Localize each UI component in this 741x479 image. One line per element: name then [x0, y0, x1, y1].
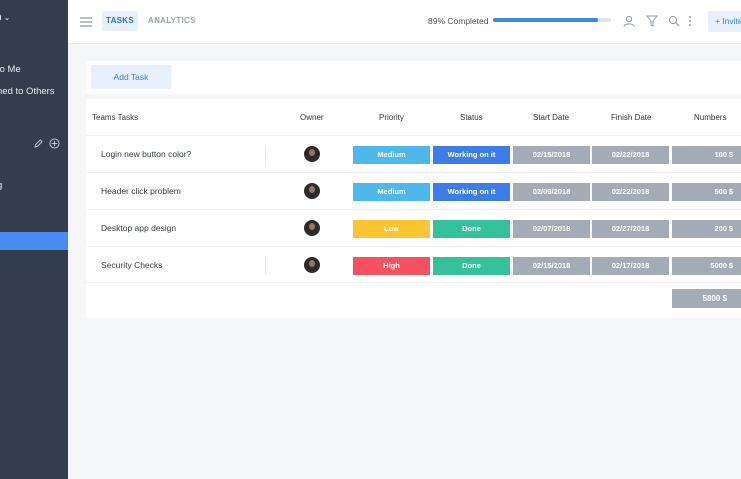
column-header-owner: Owner — [300, 113, 324, 122]
workspace-switcher[interactable]: n⌄ — [0, 12, 10, 23]
currency-label: $ — [728, 187, 733, 196]
progress-bar-fill — [493, 18, 599, 22]
sidebar: n⌄ to Me ned to Others g — [0, 0, 68, 479]
hamburger-menu-icon[interactable] — [80, 14, 92, 32]
numbers-cell[interactable]: 200 $ — [672, 220, 741, 238]
add-task-bar: Add Task — [86, 61, 741, 94]
table-row[interactable]: Header click problem Medium Working on i… — [86, 172, 741, 210]
search-icon[interactable] — [668, 14, 680, 32]
start-date-cell[interactable]: 02/15/2018 — [513, 257, 590, 275]
sidebar-item-assigned-to-others[interactable]: ned to Others — [0, 86, 55, 97]
number-value: 500 — [714, 187, 727, 196]
priority-cell[interactable]: High — [353, 257, 430, 275]
invite-button[interactable]: + Invite — [708, 11, 741, 32]
add-circle-icon[interactable] — [49, 138, 60, 149]
sidebar-item-assigned-to-me[interactable]: to Me — [0, 64, 21, 75]
column-header-finish-date: Finish Date — [611, 113, 652, 122]
filter-icon[interactable] — [645, 14, 659, 32]
finish-date-cell[interactable]: 02/17/2018 — [592, 257, 669, 275]
sidebar-item-active[interactable] — [0, 232, 68, 250]
start-date-cell[interactable]: 02/09/2018 — [513, 183, 590, 201]
finish-date-cell[interactable]: 02/22/2018 — [592, 183, 669, 201]
user-icon[interactable] — [623, 14, 635, 32]
status-cell[interactable]: Done — [433, 257, 510, 275]
column-header-status: Status — [460, 113, 483, 122]
priority-cell[interactable]: Medium — [353, 146, 430, 164]
sidebar-section-actions — [34, 138, 60, 149]
numbers-cell[interactable]: 500 $ — [672, 183, 741, 201]
start-date-cell[interactable]: 02/15/2018 — [513, 146, 590, 164]
status-cell[interactable]: Working on it — [433, 183, 510, 201]
column-header-numbers: Numbers — [694, 113, 727, 122]
add-task-button[interactable]: Add Task — [91, 65, 171, 89]
currency-label: $ — [728, 224, 733, 233]
sidebar-item-other[interactable]: g — [0, 180, 2, 191]
number-value: 5000 — [710, 261, 727, 270]
numbers-cell[interactable]: 5000 $ — [672, 257, 741, 275]
row-divider — [265, 257, 266, 275]
numbers-total: 5800 $ — [672, 289, 741, 308]
status-cell[interactable]: Done — [433, 220, 510, 238]
task-name[interactable]: Header click problem — [101, 186, 181, 196]
priority-cell[interactable]: Low — [353, 220, 430, 238]
finish-date-cell[interactable]: 02/22/2018 — [592, 146, 669, 164]
sidebar-item-label: to Me — [0, 64, 21, 75]
currency-label: $ — [728, 261, 733, 270]
progress-label: 89% Completed — [428, 16, 489, 26]
avatar[interactable] — [304, 183, 320, 199]
numbers-cell[interactable]: 100 $ — [672, 146, 741, 164]
finish-date-cell[interactable]: 02/27/2018 — [592, 220, 669, 238]
task-name[interactable]: Security Checks — [101, 260, 163, 270]
sidebar-item-label: g — [0, 180, 2, 191]
column-header-priority: Priority — [379, 113, 404, 122]
currency-label: $ — [728, 150, 733, 159]
task-name[interactable]: Login new button color? — [101, 149, 192, 159]
number-value: 200 — [714, 224, 727, 233]
status-cell[interactable]: Working on it — [433, 146, 510, 164]
workspace-label: n — [0, 12, 2, 23]
tasks-table: Teams Tasks Owner Priority Status Start … — [86, 99, 741, 318]
tab-tasks[interactable]: TASKS — [102, 11, 138, 31]
task-name[interactable]: Desktop app design — [101, 223, 177, 233]
column-header-name: Teams Tasks — [92, 113, 139, 122]
table-footer-divider — [86, 282, 741, 283]
top-bar: TASKS ANALYTICS 89% Completed + Invite — [68, 0, 741, 44]
avatar[interactable] — [304, 146, 320, 162]
progress-bar — [493, 18, 611, 22]
priority-cell[interactable]: Medium — [353, 183, 430, 201]
chevron-down-icon: ⌄ — [3, 13, 11, 22]
sidebar-item-label: ned to Others — [0, 86, 55, 97]
edit-icon[interactable] — [34, 139, 43, 148]
avatar[interactable] — [304, 220, 320, 236]
table-row[interactable]: Login new button color? Medium Working o… — [86, 135, 741, 173]
table-row[interactable]: Desktop app design Low Done 02/07/2018 0… — [86, 209, 741, 247]
column-header-start-date: Start Date — [533, 113, 570, 122]
start-date-cell[interactable]: 02/07/2018 — [513, 220, 590, 238]
table-row[interactable]: Security Checks High Done 02/15/2018 02/… — [86, 246, 741, 284]
number-value: 100 — [714, 150, 727, 159]
more-vertical-icon[interactable] — [688, 14, 692, 32]
avatar[interactable] — [304, 257, 320, 273]
tab-analytics[interactable]: ANALYTICS — [148, 16, 196, 25]
row-divider — [265, 146, 266, 164]
